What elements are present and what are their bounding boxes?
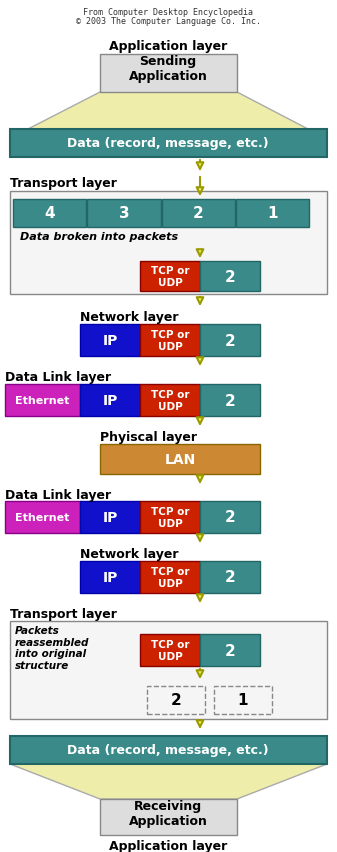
- Text: Application layer: Application layer: [109, 40, 227, 53]
- Text: © 2003 The Computer Language Co. Inc.: © 2003 The Computer Language Co. Inc.: [75, 17, 261, 26]
- Bar: [200, 384, 260, 417]
- Text: 2: 2: [225, 570, 235, 584]
- Bar: [10, 736, 327, 764]
- Text: 2: 2: [225, 509, 235, 525]
- Bar: [10, 621, 327, 719]
- Bar: [80, 561, 140, 593]
- Text: Packets
reassembled
into original
structure: Packets reassembled into original struct…: [15, 625, 89, 670]
- Bar: [80, 325, 140, 357]
- Bar: [10, 130, 327, 158]
- Bar: [100, 55, 237, 93]
- Text: 3: 3: [119, 206, 129, 222]
- Text: Sending
Application: Sending Application: [128, 55, 208, 83]
- Bar: [147, 686, 205, 714]
- Bar: [161, 199, 235, 227]
- Text: Receiving
Application: Receiving Application: [128, 799, 208, 827]
- Text: 2: 2: [225, 269, 235, 285]
- Text: Data (record, message, etc.): Data (record, message, etc.): [67, 744, 269, 757]
- Text: IP: IP: [102, 510, 118, 524]
- Bar: [140, 561, 200, 593]
- Bar: [140, 502, 200, 533]
- Bar: [236, 199, 309, 227]
- Text: TCP or
UDP: TCP or UDP: [151, 389, 189, 412]
- Bar: [5, 384, 80, 417]
- Text: 2: 2: [193, 206, 204, 222]
- Polygon shape: [28, 93, 308, 130]
- Bar: [140, 634, 200, 666]
- Bar: [200, 561, 260, 593]
- Text: TCP or
UDP: TCP or UDP: [151, 330, 189, 351]
- Text: 2: 2: [171, 693, 181, 708]
- Text: IP: IP: [102, 394, 118, 407]
- Text: Ethernet: Ethernet: [15, 395, 69, 406]
- Bar: [100, 799, 237, 835]
- Text: Data Link layer: Data Link layer: [5, 488, 111, 502]
- Bar: [200, 634, 260, 666]
- Text: TCP or
UDP: TCP or UDP: [151, 266, 189, 287]
- Bar: [80, 384, 140, 417]
- Bar: [200, 325, 260, 357]
- Text: TCP or
UDP: TCP or UDP: [151, 567, 189, 588]
- Text: Transport layer: Transport layer: [10, 177, 117, 190]
- Text: LAN: LAN: [164, 452, 195, 466]
- Bar: [80, 502, 140, 533]
- Text: Data (record, message, etc.): Data (record, message, etc.): [67, 137, 269, 150]
- Text: 2: 2: [225, 333, 235, 348]
- Bar: [5, 502, 80, 533]
- Bar: [13, 199, 86, 227]
- Bar: [200, 262, 260, 291]
- Text: IP: IP: [102, 334, 118, 348]
- Text: Network layer: Network layer: [80, 547, 179, 561]
- Text: Network layer: Network layer: [80, 311, 179, 324]
- Polygon shape: [10, 764, 327, 799]
- Text: Data broken into packets: Data broken into packets: [20, 232, 178, 242]
- Text: Phyiscal layer: Phyiscal layer: [100, 430, 197, 444]
- Text: 2: 2: [225, 642, 235, 658]
- Bar: [140, 262, 200, 291]
- Bar: [100, 445, 260, 475]
- Text: Transport layer: Transport layer: [10, 607, 117, 620]
- Text: Data Link layer: Data Link layer: [5, 371, 111, 383]
- Text: TCP or
UDP: TCP or UDP: [151, 640, 189, 661]
- Text: TCP or
UDP: TCP or UDP: [151, 507, 189, 528]
- Text: From Computer Desktop Encyclopedia: From Computer Desktop Encyclopedia: [83, 8, 253, 17]
- Bar: [140, 325, 200, 357]
- Text: IP: IP: [102, 570, 118, 584]
- Bar: [214, 686, 272, 714]
- Text: 1: 1: [238, 693, 248, 708]
- Text: 2: 2: [225, 393, 235, 408]
- Bar: [87, 199, 160, 227]
- Text: 4: 4: [44, 206, 55, 222]
- Bar: [140, 384, 200, 417]
- Bar: [10, 192, 327, 295]
- Bar: [200, 502, 260, 533]
- Text: Ethernet: Ethernet: [15, 512, 69, 522]
- Text: Application layer: Application layer: [109, 839, 227, 852]
- Text: 1: 1: [267, 206, 278, 222]
